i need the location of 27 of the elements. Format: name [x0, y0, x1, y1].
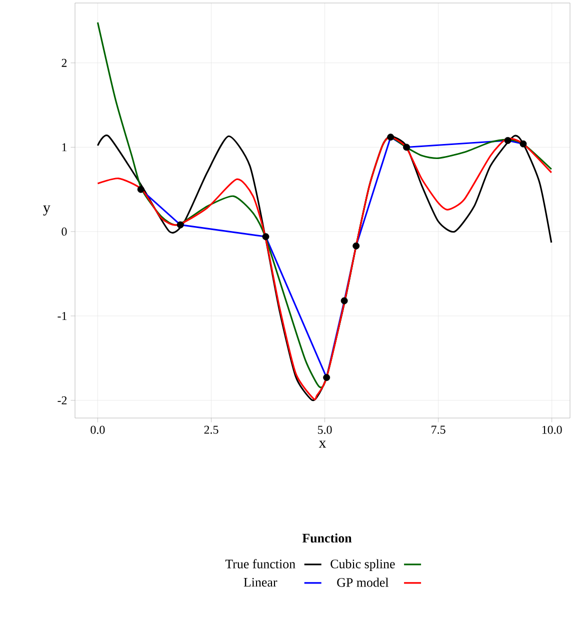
y-tick-label: -1 [58, 312, 67, 320]
y-tick-label: -2 [58, 396, 67, 404]
point [340, 297, 348, 304]
point [403, 144, 410, 151]
x-tick-label: 0.0 [90, 426, 105, 434]
legend-label: True function [225, 559, 296, 568]
x-tick-label: 10.0 [542, 426, 562, 434]
y-tick-label: 2 [62, 58, 67, 67]
point [520, 140, 527, 148]
point [387, 134, 394, 141]
x-axis-title: x [318, 440, 326, 448]
point [504, 136, 512, 144]
x-tick-label: 2.5 [204, 426, 218, 434]
legend-label: Cubic spline [330, 559, 395, 571]
x-tick-label: 5.0 [318, 426, 332, 434]
point [352, 242, 360, 250]
y-tick-label: 0 [62, 228, 67, 236]
legend-label: GP model [337, 578, 389, 587]
y-axis-title: y [43, 205, 50, 216]
point [176, 221, 184, 228]
point [323, 374, 330, 381]
point [262, 233, 270, 240]
legend-title: Function [302, 533, 352, 543]
y-tick-label: 1 [62, 143, 67, 152]
point [137, 186, 144, 193]
x-tick-label: 7.5 [432, 426, 446, 434]
legend-label: Linear [244, 578, 278, 587]
